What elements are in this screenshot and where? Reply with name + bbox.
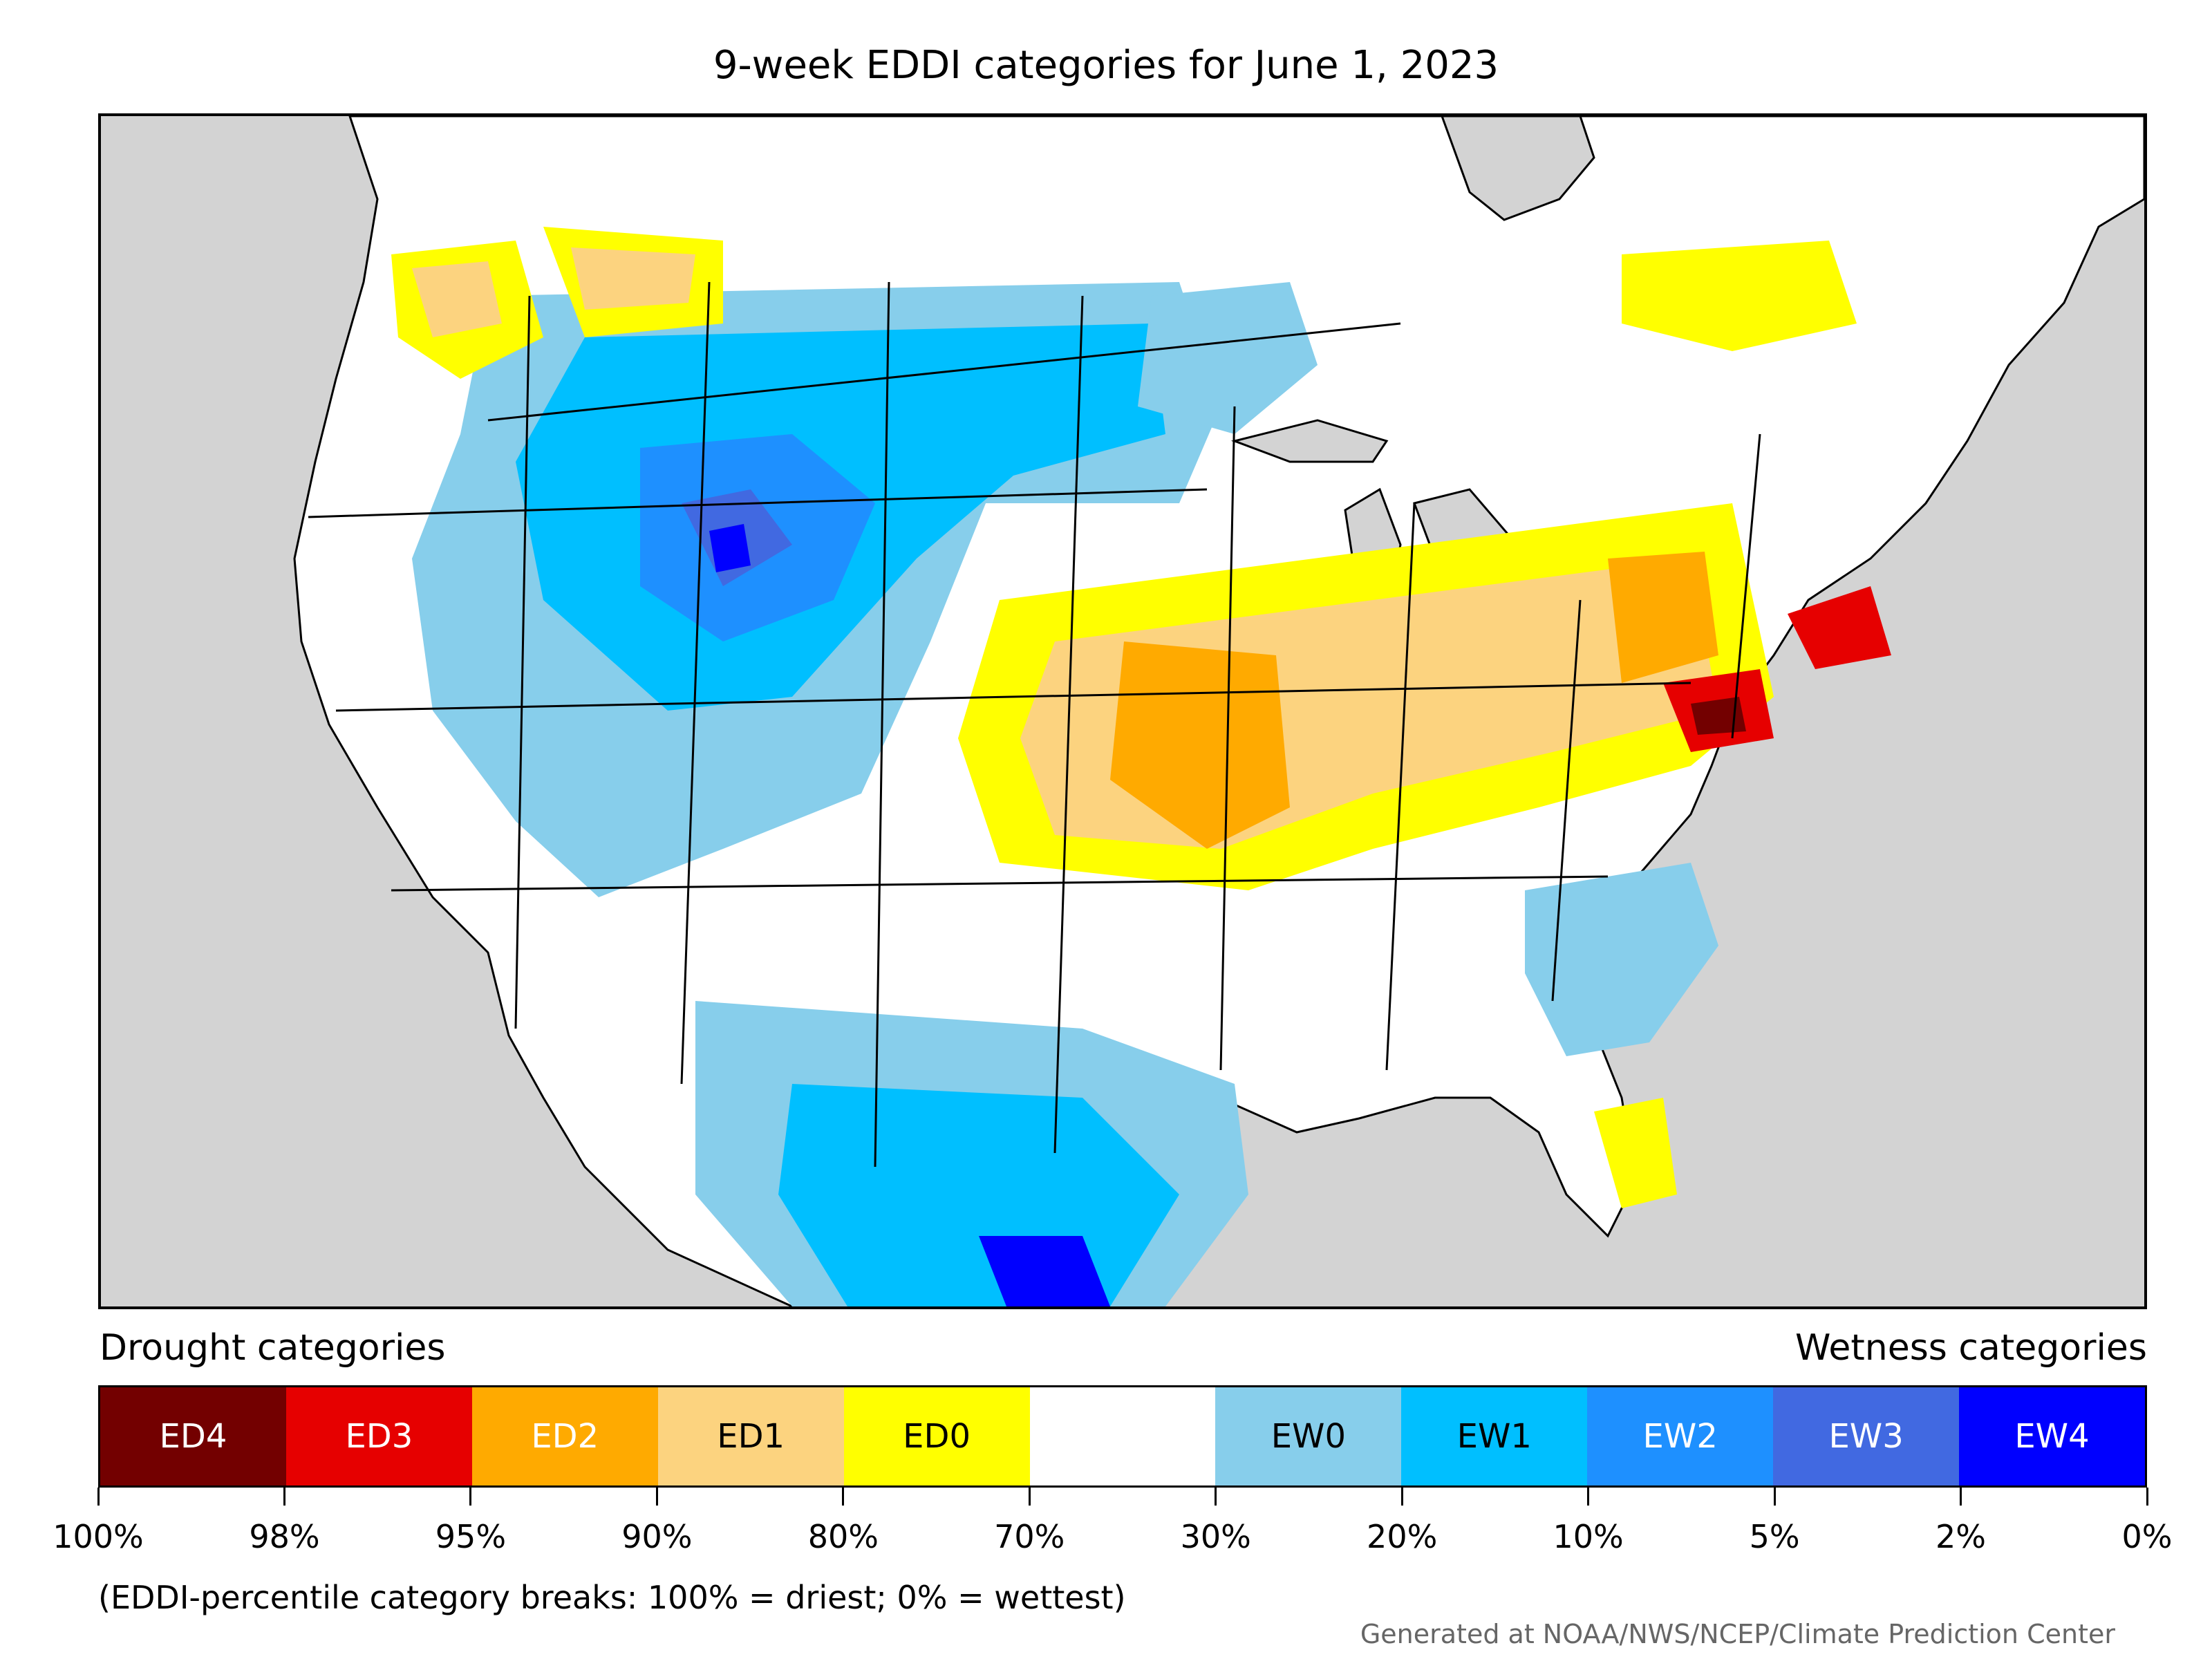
colorbar-tick <box>1587 1488 1590 1506</box>
category-swatch: ED3 <box>285 1387 472 1485</box>
state-boundaries <box>308 281 1761 1168</box>
category-swatch: ED2 <box>471 1387 658 1485</box>
colorbar-tick-label: 5% <box>1749 1518 1800 1555</box>
category-swatch: EW2 <box>1587 1387 1774 1485</box>
wet-region-rockies-ew4 <box>709 524 751 572</box>
colorbar-tick <box>1028 1488 1031 1506</box>
colorbar-tick-label: 30% <box>1180 1518 1251 1555</box>
dry-region-mid-atlantic-ed4 <box>1691 697 1746 735</box>
colorbar-tick <box>2146 1488 2148 1506</box>
drought-categories-heading: Drought categories <box>100 1327 446 1369</box>
colorbar-tick <box>97 1488 100 1506</box>
category-swatch: EW0 <box>1215 1387 1402 1485</box>
colorbar-tick-label: 98% <box>249 1518 320 1555</box>
colorbar-tick-label: 100% <box>53 1518 144 1555</box>
colorbar-tick-label: 70% <box>994 1518 1065 1555</box>
category-swatch: EW4 <box>1959 1387 2145 1485</box>
credit-line: Generated at NOAA/NWS/NCEP/Climate Predi… <box>1360 1619 2115 1649</box>
colorbar-ticks <box>97 1488 2148 1508</box>
colorbar-tick-label: 10% <box>1553 1518 1624 1555</box>
dry-region-quebec <box>1622 241 1857 351</box>
wet-region-canada <box>1138 282 1318 434</box>
dry-region-midwest-ed2 <box>1110 552 1718 849</box>
category-breaks-note: (EDDI-percentile category breaks: 100% =… <box>98 1579 1126 1616</box>
wetness-categories-heading: Wetness categories <box>1795 1327 2147 1369</box>
colorbar-tick <box>283 1488 285 1506</box>
hudson-bay <box>1441 116 1595 221</box>
colorbar-tick-label: 0% <box>2121 1518 2173 1555</box>
colorbar-tick-label: 90% <box>621 1518 693 1555</box>
colorbar-tick <box>1960 1488 1962 1506</box>
map-title: 9-week EDDI categories for June 1, 2023 <box>713 43 1499 88</box>
colorbar-tick <box>655 1488 658 1506</box>
category-swatch: ED0 <box>843 1387 1030 1485</box>
colorbar-tick <box>469 1488 472 1506</box>
colorbar-tick-label: 2% <box>1936 1518 1987 1555</box>
wet-region-southeast <box>1525 863 1718 1056</box>
category-swatch: ED4 <box>100 1387 286 1485</box>
colorbar-tick-label: 95% <box>435 1518 507 1555</box>
colorbar-tick <box>1215 1488 1217 1506</box>
map-canvas <box>293 116 2144 1306</box>
category-swatch: EW1 <box>1401 1387 1588 1485</box>
dry-region-florida <box>1594 1098 1677 1208</box>
colorbar-tick <box>1773 1488 1776 1506</box>
dry-region-northwest-ed1 <box>412 247 695 337</box>
eddi-map <box>98 113 2147 1309</box>
colorbar-tick-label: 80% <box>807 1518 879 1555</box>
wet-region-texas-ew4 <box>979 1236 1110 1306</box>
category-swatch: EW3 <box>1773 1387 1960 1485</box>
colorbar-tick <box>842 1488 845 1506</box>
category-colorbar: ED4 ED3 ED2 ED1 ED0 EW0 EW1 EW2 EW3 EW4 <box>98 1385 2147 1488</box>
colorbar-tick <box>1400 1488 1403 1506</box>
category-swatch: ED1 <box>657 1387 844 1485</box>
category-swatch <box>1029 1387 1216 1485</box>
colorbar-tick-label: 20% <box>1367 1518 1438 1555</box>
